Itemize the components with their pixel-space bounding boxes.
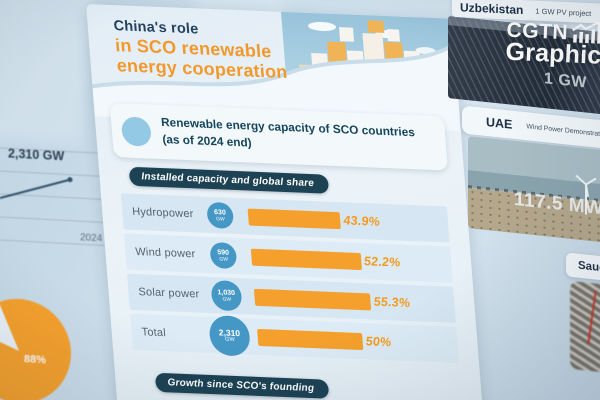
capacity-value: 590 bbox=[217, 248, 230, 257]
photo-detail bbox=[587, 290, 597, 345]
capacity-badge: 2,310 GW bbox=[208, 314, 252, 357]
country-name: Uzbekistan bbox=[460, 0, 524, 18]
capacity-badge: 590 GW bbox=[209, 241, 238, 270]
share-percent: 55.3% bbox=[373, 294, 411, 311]
share-bar bbox=[247, 207, 342, 229]
capacity-unit: GW bbox=[222, 295, 232, 303]
capacity-badge-wrap: 630 GW bbox=[197, 201, 243, 229]
growth-section-pill: Growth since SCO's founding bbox=[154, 372, 329, 399]
line-end-marker bbox=[67, 177, 73, 183]
cgtn-graphics-logo: CGTN Graphics bbox=[505, 18, 600, 72]
capacity-unit: GW bbox=[219, 255, 229, 263]
saudi-card-header: Saudi bbox=[566, 252, 600, 285]
project-subtitle: 1 GW PV project bbox=[535, 6, 592, 18]
background-soft-shape bbox=[0, 0, 99, 146]
uae-wind-photo: 117.5 MW bbox=[468, 136, 600, 247]
section-bullet-icon bbox=[120, 116, 153, 147]
capacity-badge: 1,030 GW bbox=[210, 279, 243, 312]
country-name: Saudi bbox=[578, 259, 600, 275]
capacity-badge-wrap: 2,310 GW bbox=[206, 314, 253, 357]
pie-chart bbox=[0, 296, 71, 400]
pie-label: 88% bbox=[24, 353, 47, 367]
capacity-value: 630 bbox=[213, 208, 227, 217]
capacity-row-total: Total 2,310 GW 50% bbox=[130, 313, 460, 363]
category-label: Total bbox=[141, 326, 167, 340]
category-label: Hydropower bbox=[131, 205, 194, 221]
share-bar bbox=[256, 328, 364, 350]
saudi-photo bbox=[570, 280, 600, 377]
country-name: UAE bbox=[486, 114, 513, 132]
share-bar bbox=[253, 288, 372, 310]
share-bar bbox=[250, 248, 362, 270]
capacity-bar-chart: Hydropower 630 GW 43.9% Wind power 590 G… bbox=[120, 193, 460, 367]
cloud-icon bbox=[415, 47, 436, 55]
project-subtitle: Wind Power Demonstration Pr bbox=[526, 122, 600, 140]
share-percent: 52.2% bbox=[363, 254, 401, 270]
capacity-badge-wrap: 590 GW bbox=[200, 241, 246, 270]
poster-title: China's role in SCO renewable energy coo… bbox=[113, 18, 288, 83]
category-label: Wind power bbox=[134, 245, 196, 261]
capacity-unit: GW bbox=[215, 215, 226, 223]
infographic-card: China's role in SCO renewable energy coo… bbox=[86, 4, 486, 400]
country-cards-column: 1 GW UAE Wind Power Demonstration Pr bbox=[448, 0, 600, 400]
capacity-unit: GW bbox=[224, 336, 235, 343]
wind-turbine-icon bbox=[575, 174, 597, 215]
section-header-text: Renewable energy capacity of SCO countri… bbox=[160, 114, 416, 158]
line-annotation: 2,310 GW bbox=[8, 146, 65, 164]
capacity-badge: 630 GW bbox=[206, 201, 235, 229]
x-axis-tick: 2024 bbox=[80, 232, 103, 245]
installed-capacity-pill: Installed capacity and global share bbox=[128, 166, 329, 194]
capacity-value: 1,030 bbox=[217, 288, 236, 297]
line-chart bbox=[0, 147, 104, 246]
capacity-badge-wrap: 1,030 GW bbox=[203, 279, 249, 312]
left-chart-fragment: 2,310 GW 2024 88% bbox=[0, 128, 116, 400]
share-percent: 43.9% bbox=[342, 213, 381, 229]
category-label: Solar power bbox=[138, 286, 200, 301]
share-percent: 50% bbox=[365, 334, 392, 350]
logo-text-graphics: Graphics bbox=[505, 37, 600, 71]
cloud-icon bbox=[308, 21, 337, 32]
